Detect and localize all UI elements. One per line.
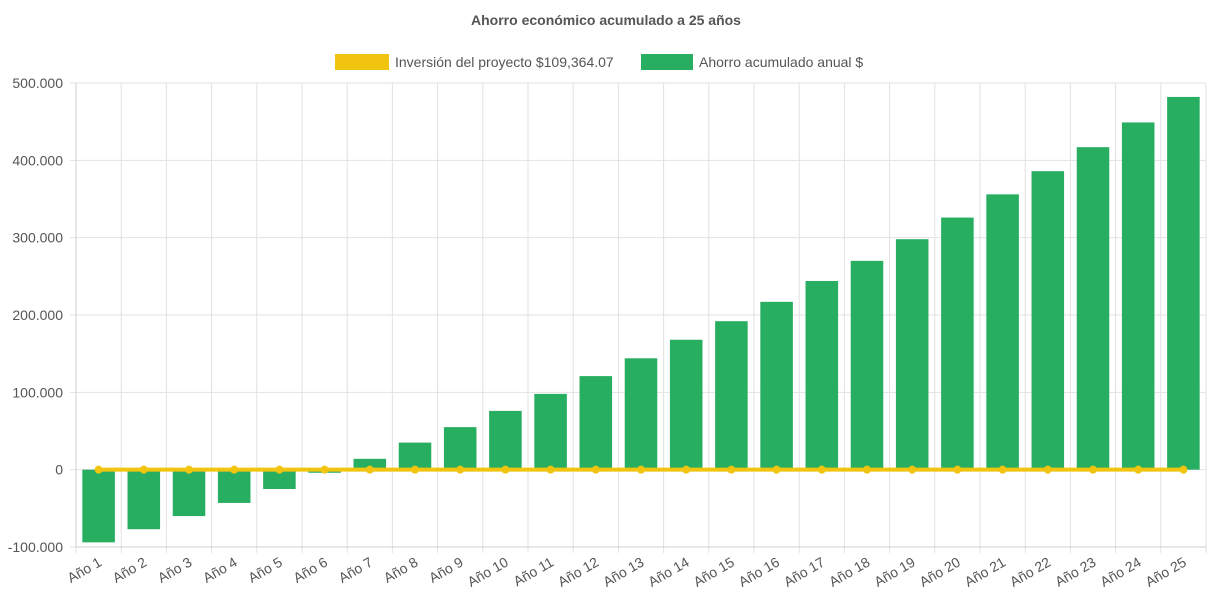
investment-point[interactable] bbox=[682, 465, 691, 474]
y-tick-label: 200.000 bbox=[12, 307, 63, 323]
bar-año-4[interactable] bbox=[217, 469, 251, 503]
investment-point[interactable] bbox=[1134, 465, 1143, 474]
y-tick-label: 300.000 bbox=[12, 230, 63, 246]
bar-año-20[interactable] bbox=[941, 217, 974, 470]
investment-point[interactable] bbox=[320, 465, 329, 474]
investment-point[interactable] bbox=[998, 465, 1007, 474]
investment-point[interactable] bbox=[94, 465, 103, 474]
x-tick-label: Año 21 bbox=[962, 554, 1009, 590]
x-tick-label: Año 6 bbox=[290, 554, 330, 586]
investment-point[interactable] bbox=[908, 465, 917, 474]
legend-swatch-savings[interactable] bbox=[641, 54, 693, 70]
x-tick-label: Año 16 bbox=[736, 554, 783, 590]
y-tick-label: 500.000 bbox=[12, 75, 63, 91]
bar-año-7[interactable] bbox=[353, 458, 387, 470]
bar-año-8[interactable] bbox=[398, 442, 432, 470]
x-tick-label: Año 9 bbox=[426, 554, 466, 586]
legend-swatch-investment[interactable] bbox=[335, 54, 389, 70]
investment-point[interactable] bbox=[501, 465, 510, 474]
y-tick-label: 400.000 bbox=[12, 152, 63, 168]
bar-año-19[interactable] bbox=[895, 239, 929, 470]
legend-label-investment[interactable]: Inversión del proyecto $109,364.07 bbox=[395, 54, 614, 70]
bar-año-1[interactable] bbox=[82, 469, 115, 543]
x-tick-label: Año 1 bbox=[64, 554, 104, 586]
investment-point[interactable] bbox=[863, 465, 871, 474]
x-tick-label: Año 18 bbox=[826, 554, 873, 590]
bar-año-16[interactable] bbox=[760, 301, 793, 470]
x-tick-label: Año 25 bbox=[1142, 554, 1189, 590]
investment-point[interactable] bbox=[546, 465, 555, 474]
x-tick-label: Año 24 bbox=[1097, 554, 1144, 590]
y-tick-label: -100.000 bbox=[8, 539, 63, 555]
bar-año-15[interactable] bbox=[715, 321, 748, 470]
x-tick-label: Año 11 bbox=[511, 554, 557, 590]
bar-año-2[interactable] bbox=[127, 469, 161, 530]
x-tick-label: Año 20 bbox=[916, 554, 963, 590]
bar-año-12[interactable] bbox=[579, 376, 613, 470]
x-tick-label: Año 2 bbox=[110, 554, 150, 586]
investment-point[interactable] bbox=[591, 465, 600, 474]
investment-point[interactable] bbox=[456, 465, 465, 474]
investment-point[interactable] bbox=[185, 465, 193, 474]
x-tick-label: Año 17 bbox=[781, 554, 828, 590]
investment-point[interactable] bbox=[139, 465, 148, 474]
investment-point[interactable] bbox=[817, 465, 826, 474]
bar-año-25[interactable] bbox=[1167, 96, 1200, 470]
bar-año-13[interactable] bbox=[624, 358, 658, 470]
x-tick-label: Año 4 bbox=[200, 554, 240, 586]
x-tick-label: Año 7 bbox=[336, 554, 376, 586]
investment-point[interactable] bbox=[772, 465, 781, 474]
investment-point[interactable] bbox=[411, 465, 419, 474]
bar-año-9[interactable] bbox=[443, 427, 477, 470]
x-tick-label: Año 23 bbox=[1052, 554, 1099, 590]
bar-año-18[interactable] bbox=[850, 260, 884, 470]
x-tick-label: Año 3 bbox=[155, 554, 195, 586]
x-tick-label: Año 15 bbox=[690, 554, 737, 590]
bar-año-24[interactable] bbox=[1121, 122, 1155, 470]
investment-point[interactable] bbox=[1089, 465, 1097, 474]
bar-año-11[interactable] bbox=[534, 393, 567, 470]
y-tick-label: 100.000 bbox=[12, 384, 63, 400]
chart-title: Ahorro económico acumulado a 25 años bbox=[471, 12, 741, 28]
investment-point[interactable] bbox=[365, 465, 374, 474]
bar-año-5[interactable] bbox=[263, 469, 296, 489]
investment-point[interactable] bbox=[637, 465, 645, 474]
x-tick-label: Año 19 bbox=[871, 554, 918, 590]
bar-año-14[interactable] bbox=[669, 339, 703, 470]
bar-año-3[interactable] bbox=[172, 469, 206, 517]
legend-label-savings[interactable]: Ahorro acumulado anual $ bbox=[699, 54, 863, 70]
investment-point[interactable] bbox=[230, 465, 239, 474]
investment-point[interactable] bbox=[1043, 465, 1052, 474]
investment-point[interactable] bbox=[275, 465, 284, 474]
x-tick-label: Año 5 bbox=[245, 554, 285, 586]
bar-año-22[interactable] bbox=[1031, 171, 1065, 470]
bar-año-21[interactable] bbox=[986, 194, 1019, 470]
investment-point[interactable] bbox=[1179, 465, 1188, 474]
x-tick-label: Año 22 bbox=[1007, 554, 1054, 590]
y-tick-label: 0 bbox=[55, 462, 63, 478]
investment-point[interactable] bbox=[727, 465, 736, 474]
x-tick-label: Año 10 bbox=[464, 554, 511, 590]
investment-point[interactable] bbox=[953, 465, 962, 474]
x-tick-label: Año 12 bbox=[555, 554, 602, 590]
x-tick-label: Año 14 bbox=[645, 554, 692, 590]
bar-año-23[interactable] bbox=[1076, 147, 1110, 470]
bar-año-17[interactable] bbox=[805, 280, 839, 470]
x-tick-label: Año 8 bbox=[381, 554, 421, 586]
bar-año-10[interactable] bbox=[489, 410, 522, 470]
x-tick-label: Año 13 bbox=[600, 554, 647, 590]
